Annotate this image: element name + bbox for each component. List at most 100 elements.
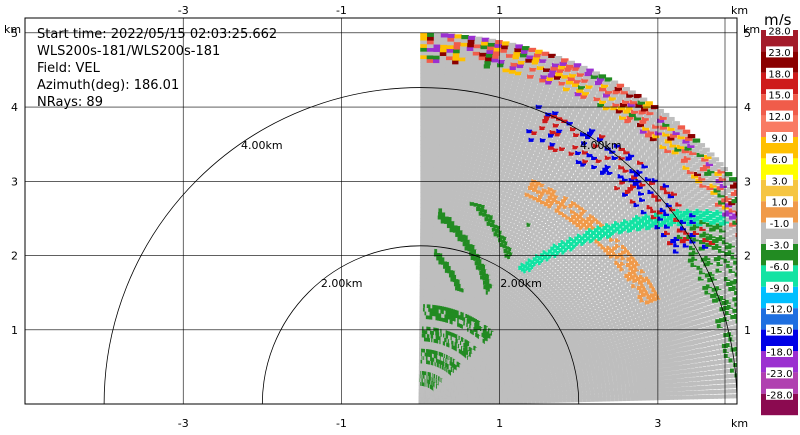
velocity-cell — [527, 399, 532, 404]
velocity-cell — [444, 216, 449, 221]
velocity-cell — [539, 398, 544, 404]
velocity-cell — [471, 209, 476, 214]
velocity-cell — [636, 382, 642, 387]
velocity-cell — [469, 216, 474, 222]
velocity-cell — [630, 396, 635, 401]
velocity-data — [418, 32, 737, 404]
velocity-cell — [466, 216, 471, 221]
velocity-cell — [427, 203, 432, 208]
velocity-cell — [467, 208, 472, 213]
velocity-cell — [578, 397, 583, 403]
velocity-cell — [420, 203, 425, 208]
velocity-cell — [424, 196, 429, 201]
velocity-cell — [443, 197, 448, 202]
velocity-cell — [481, 216, 486, 221]
velocity-cell — [477, 215, 482, 220]
velocity-cell — [448, 401, 453, 404]
velocity-cell — [543, 398, 548, 404]
velocity-cell — [432, 192, 437, 197]
velocity-cell — [460, 400, 465, 404]
velocity-cell — [566, 398, 571, 403]
velocity-cell — [434, 211, 439, 216]
velocity-cell — [459, 214, 464, 219]
velocity-cell — [634, 364, 639, 369]
velocity-cell — [472, 206, 477, 211]
velocity-cell — [450, 201, 455, 207]
velocity-cell — [458, 199, 463, 204]
velocity-cell — [439, 193, 445, 198]
velocity-cell — [448, 212, 453, 218]
velocity-cell — [470, 198, 475, 203]
velocity-cell — [511, 399, 516, 404]
velocity-cell — [427, 207, 432, 212]
velocity-cell — [434, 215, 439, 220]
velocity-cell — [483, 400, 488, 404]
velocity-cell — [431, 203, 436, 208]
velocity-cell — [570, 398, 575, 403]
velocity-cell — [466, 197, 472, 202]
velocity-cell — [456, 210, 461, 215]
velocity-cell — [507, 399, 512, 404]
velocity-cell — [432, 401, 437, 404]
velocity-cell — [515, 399, 520, 404]
velocity-cell — [480, 204, 486, 209]
velocity-cell — [428, 401, 433, 404]
velocity-cell — [442, 200, 448, 206]
velocity-cell — [590, 397, 595, 402]
velocity-cell — [551, 398, 556, 403]
velocity-cell — [424, 192, 429, 197]
velocity-cell — [462, 200, 467, 205]
velocity-cell — [558, 398, 563, 403]
velocity-cell — [430, 211, 435, 216]
velocity-cell — [430, 218, 435, 223]
velocity-cell — [474, 214, 479, 219]
velocity-cell — [440, 401, 445, 404]
velocity-cell — [438, 211, 443, 216]
velocity-cell — [447, 194, 452, 199]
velocity-cell — [450, 198, 456, 203]
velocity-cell — [439, 196, 444, 202]
velocity-cell — [475, 400, 480, 404]
velocity-cell — [431, 200, 436, 205]
velocity-cell — [479, 207, 484, 213]
velocity-cell — [459, 195, 464, 200]
velocity-cell — [428, 192, 433, 197]
velocity-cell — [456, 401, 461, 404]
velocity-cell — [446, 205, 451, 210]
velocity-cell — [445, 212, 450, 217]
velocity-cell — [586, 397, 591, 402]
velocity-cell — [636, 378, 641, 383]
velocity-cell — [435, 196, 440, 201]
velocity-cell — [434, 207, 439, 212]
velocity-cell — [458, 218, 463, 223]
velocity-cell — [445, 208, 450, 213]
velocity-cell — [634, 367, 640, 373]
velocity-cell — [633, 396, 639, 401]
velocity-cell — [614, 397, 619, 402]
velocity-cell — [420, 401, 425, 404]
velocity-cell — [465, 204, 470, 209]
velocity-cell — [637, 389, 642, 394]
velocity-cell — [427, 199, 433, 204]
velocity-cell — [482, 212, 487, 217]
velocity-cell — [637, 396, 643, 401]
velocity-cell — [448, 216, 453, 221]
velocity-cell — [437, 215, 442, 220]
velocity-cell — [582, 397, 587, 403]
velocity-cell — [636, 375, 641, 380]
velocity-cell — [420, 195, 425, 201]
velocity-cell — [449, 205, 454, 210]
velocity-cell — [479, 400, 484, 404]
velocity-cell — [454, 198, 459, 203]
velocity-cell — [438, 204, 443, 209]
velocity-cell — [444, 401, 449, 404]
velocity-cell — [420, 210, 425, 215]
velocity-cell — [435, 192, 441, 198]
velocity-cell — [423, 214, 428, 219]
velocity-cell — [547, 398, 552, 403]
velocity-cell — [424, 199, 429, 204]
velocity-cell — [477, 203, 482, 208]
velocity-cell — [622, 396, 627, 402]
velocity-cell — [420, 214, 425, 219]
velocity-cell — [446, 201, 451, 206]
